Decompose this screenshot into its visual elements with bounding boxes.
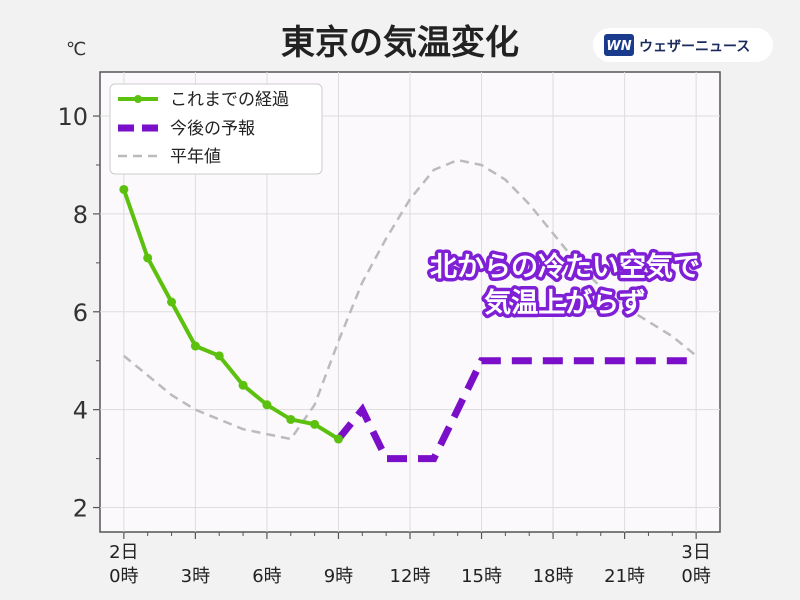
- legend-label-normal: 平年値: [170, 147, 221, 167]
- x-axis-ticks: 2日 0時 3時 6時 9時 12時 15時 18時 21時 3日 0時: [109, 532, 711, 587]
- logo-text: ウェザーニュース: [639, 39, 750, 55]
- series-forecast-line: [335, 357, 697, 463]
- series-observed-point: [286, 414, 296, 424]
- x-tick-label: 9時: [324, 566, 353, 587]
- x-tick-label: 3時: [181, 566, 210, 587]
- series-observed-point: [262, 400, 272, 410]
- series-observed-point: [333, 434, 343, 444]
- annotation: 北からの冷たい空気で 気温上がらず: [427, 248, 704, 323]
- x-tick-label: 12時: [390, 566, 431, 587]
- legend: これまでの経過 今後の予報 平年値: [109, 83, 323, 175]
- x-tick-label-top: 2日: [109, 542, 138, 563]
- x-tick-label-top: 3日: [681, 542, 710, 563]
- series-observed-line: [121, 188, 340, 441]
- x-tick-label: 21時: [604, 566, 645, 587]
- legend-label-forecast: 今後の予報: [170, 119, 255, 139]
- y-tick-label: 4: [73, 397, 88, 425]
- logo-mark: WN: [606, 39, 631, 54]
- y-axis-ticks: 2 4 6 8 10: [57, 103, 100, 523]
- chart-title: 東京の気温変化: [281, 23, 519, 63]
- legend-label-observed: これまでの経過: [170, 90, 289, 110]
- y-tick-label: 6: [73, 299, 88, 327]
- series-observed-point: [214, 351, 224, 361]
- y-axis-unit: ℃: [66, 39, 86, 60]
- series-observed-point: [238, 380, 248, 390]
- x-tick-label: 18時: [533, 566, 574, 587]
- series-observed-point: [190, 341, 200, 351]
- series-observed-point: [167, 297, 177, 307]
- x-tick-label: 0時: [109, 566, 138, 587]
- series-layer: [119, 158, 697, 463]
- annotation-line2: 気温上がらず: [484, 287, 645, 319]
- series-observed-point: [119, 184, 129, 194]
- y-tick-label: 2: [73, 495, 88, 523]
- y-tick-label: 10: [57, 103, 88, 131]
- x-tick-label: 6時: [252, 566, 281, 587]
- series-observed-point: [310, 419, 320, 429]
- series-observed-point: [143, 253, 153, 263]
- x-tick-label: 0時: [681, 566, 710, 587]
- annotation-line1: 北からの冷たい空気で: [430, 251, 700, 283]
- legend-marker-observed: [134, 95, 142, 103]
- x-tick-label: 15時: [461, 566, 502, 587]
- y-tick-label: 8: [73, 201, 88, 229]
- weathernews-logo: WN ウェザーニュース: [593, 28, 773, 62]
